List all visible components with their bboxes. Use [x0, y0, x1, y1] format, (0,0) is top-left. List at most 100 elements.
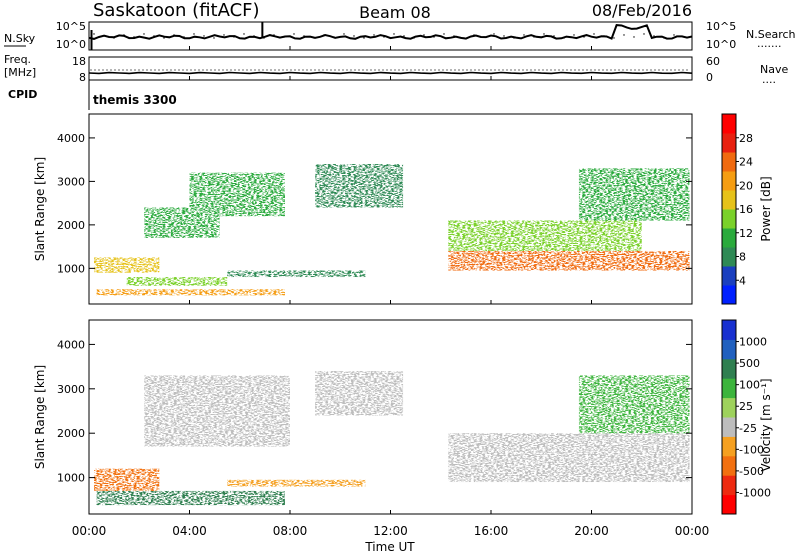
velocity-colorbar: 1000 500 100 25 -25 -100 -500 -1000 — [721, 319, 771, 515]
noise-search-dots — [90, 22, 685, 50]
colorbar-tick-label: 24 — [739, 156, 753, 169]
freq-right-tick-bottom: 0 — [706, 71, 713, 84]
time-tick-label: 04:00 — [172, 524, 207, 538]
colorbar-tick-label: 8 — [739, 251, 746, 264]
freq-left-label-line2: [MHz] — [4, 66, 36, 79]
time-axis-label: Time UT — [364, 540, 415, 554]
colorbar-swatch — [722, 455, 736, 476]
time-tick-label: 08:00 — [273, 524, 308, 538]
colorbar-swatch — [722, 266, 736, 286]
power-panel: 1000 2000 3000 4000 Slant Range [km] 28 24 20… — [33, 113, 773, 305]
cpid-label: CPID — [8, 88, 37, 101]
time-tick-label: 12:00 — [373, 524, 408, 538]
colorbar-tick-label: -100 — [739, 443, 764, 456]
time-axis: 00:00 04:00 08:00 12:00 16:00 20:00 00:00 — [72, 46, 710, 538]
colorbar-tick-label: 28 — [739, 132, 753, 145]
colorbar-swatch — [722, 436, 736, 457]
power-y-axis-label: Slant Range [km] — [33, 157, 47, 261]
colorbar-swatch — [722, 171, 736, 191]
noise-right-label-dots: ······· — [757, 40, 781, 53]
colorbar-swatch — [722, 133, 736, 153]
velocity-y-axis-label: Slant Range [km] — [33, 365, 47, 469]
time-tick-label: 16:00 — [474, 524, 509, 538]
noise-left-label: N.Sky — [4, 32, 36, 45]
colorbar-swatch — [722, 209, 736, 229]
y-tick-label: 3000 — [57, 175, 85, 188]
noise-panel: N.Sky 10^5 10^0 10^5 10^0 N.Search ·····… — [4, 20, 796, 53]
data-region-1 — [94, 257, 160, 273]
colorbar-swatch — [722, 285, 736, 305]
velocity-panel: 1000 2000 3000 4000 Slant Range [km] 1000 50… — [33, 319, 773, 515]
nave-label: Nave — [760, 63, 788, 76]
colorbar-tick-label: 20 — [739, 179, 753, 192]
colorbar-swatch — [722, 475, 736, 496]
y-tick-label: 4000 — [57, 132, 85, 145]
noise-right-tick-top: 10^5 — [706, 20, 736, 33]
colorbar-swatch — [722, 397, 736, 418]
data-region-7 — [448, 250, 690, 271]
data-region-1 — [94, 468, 160, 491]
data-region-6 — [578, 375, 690, 434]
power-colorbar: 28 24 20 16 12 8 4 — [721, 113, 753, 305]
freq-left-tick-top: 18 — [72, 55, 86, 68]
colorbar-swatch — [722, 494, 736, 515]
colorbar-swatch — [722, 339, 736, 360]
freq-right-tick-top: 60 — [706, 55, 720, 68]
y-tick-label: 3000 — [57, 383, 85, 396]
power-colorbar-label: Power [dB] — [759, 176, 773, 241]
data-region-5 — [227, 270, 366, 278]
data-region-6 — [315, 164, 404, 208]
colorbar-tick-label: 16 — [739, 203, 753, 216]
data-region-4 — [315, 371, 404, 416]
freq-left-label-line1: Freq. — [4, 53, 31, 66]
colorbar-tick-label: 500 — [739, 357, 760, 370]
colorbar-tick-label: -1000 — [739, 486, 771, 499]
colorbar-tick-label: -25 — [739, 422, 757, 435]
freq-left-tick-bottom: 8 — [79, 71, 86, 84]
colorbar-swatch — [722, 152, 736, 172]
time-tick-label: 20:00 — [574, 524, 609, 538]
y-tick-label: 1000 — [57, 262, 85, 275]
colorbar-swatch — [722, 378, 736, 399]
colorbar-tick-label: 4 — [739, 274, 746, 287]
station-title: Saskatoon (fitACF) — [93, 0, 260, 21]
velocity-y-ticks: 1000 2000 3000 4000 — [57, 338, 692, 485]
data-region-3 — [227, 479, 366, 487]
colorbar-swatch — [722, 190, 736, 210]
data-region-0 — [96, 490, 285, 506]
data-region-9 — [578, 168, 690, 221]
nave-dots — [90, 69, 688, 71]
colorbar-swatch — [722, 358, 736, 379]
time-tick-label: 00:00 — [675, 524, 710, 538]
colorbar-tick-label: 1000 — [739, 336, 767, 349]
noise-right-label: N.Search — [746, 28, 796, 41]
colorbar-tick-label: -500 — [739, 465, 764, 478]
colorbar-swatch — [722, 247, 736, 267]
frequency-line — [88, 71, 693, 75]
data-region-0 — [96, 289, 285, 296]
cpid-value: themis 3300 — [93, 93, 177, 107]
colorbar-swatch — [722, 320, 736, 340]
data-region-5 — [448, 433, 690, 483]
data-region-8 — [448, 220, 642, 251]
velocity-colorbar-label: Velocity [m s⁻¹] — [759, 378, 773, 471]
colorbar-swatch — [722, 114, 736, 134]
time-tick-label: 00:00 — [72, 524, 107, 538]
velocity-data — [94, 371, 690, 506]
colorbar-tick-label: 25 — [739, 400, 753, 413]
colorbar-tick-label: 100 — [739, 379, 760, 392]
date-title: 08/Feb/2016 — [592, 1, 692, 20]
frequency-panel: Freq. [MHz] 18 8 60 0 Nave ···· — [4, 53, 788, 89]
power-data — [94, 164, 690, 296]
y-tick-label: 1000 — [57, 472, 85, 485]
y-tick-label: 2000 — [57, 427, 85, 440]
noise-sky-line — [88, 24, 693, 40]
noise-right-tick-bottom: 10^0 — [706, 38, 736, 51]
colorbar-swatch — [722, 417, 736, 437]
y-tick-label: 2000 — [57, 219, 85, 232]
data-region-2 — [126, 277, 228, 286]
data-region-2 — [144, 375, 290, 447]
colorbar-tick-label: 12 — [739, 227, 753, 240]
beam-title: Beam 08 — [359, 3, 431, 22]
